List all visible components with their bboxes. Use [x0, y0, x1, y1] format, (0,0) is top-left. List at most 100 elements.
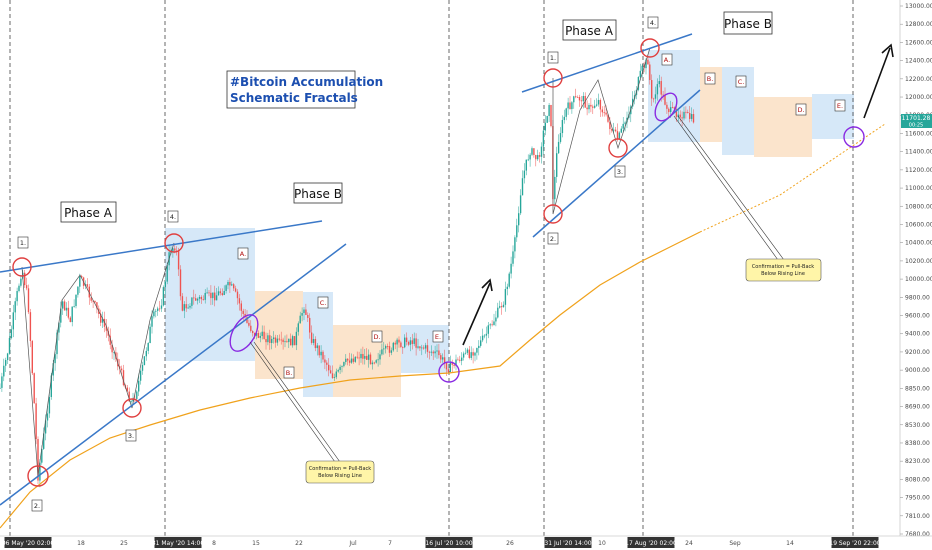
candle-body — [594, 105, 596, 108]
candle-body — [569, 102, 571, 110]
candle-body — [174, 248, 176, 251]
candle-body — [609, 121, 611, 130]
box-label-b-left: B. — [283, 366, 295, 379]
x-tick-label: 25 — [120, 540, 128, 547]
candle-body — [6, 353, 9, 361]
note-left-line2: Below Rising Line — [318, 473, 362, 479]
candle-body — [417, 346, 419, 348]
svg-text:31 Jul '20 14:00: 31 Jul '20 14:00 — [544, 540, 591, 547]
candle-body — [196, 298, 199, 301]
candle-body — [398, 339, 400, 343]
y-tick-label: 9600.00 — [905, 313, 930, 320]
candle-body — [43, 433, 45, 449]
x-tick-label: 31 Jul '20 14:00 — [544, 537, 592, 548]
candle-body — [514, 237, 516, 252]
candle-body — [675, 109, 678, 117]
candle-body — [651, 80, 653, 99]
candle-body — [39, 462, 41, 481]
candle-body — [476, 348, 478, 353]
candle-body — [508, 273, 510, 287]
candle-body — [8, 337, 11, 354]
candle-body — [130, 401, 132, 403]
y-tick-label: 11400.00 — [905, 149, 932, 156]
x-tick-label: 16 Jul '20 10:00 — [425, 537, 473, 548]
candle-body — [227, 281, 229, 286]
candle-body — [440, 355, 442, 360]
circle-point-4-right — [640, 38, 660, 58]
circle-breakout — [438, 361, 460, 383]
candle-body — [557, 141, 560, 154]
candle-body — [250, 325, 252, 332]
candle-body — [430, 351, 432, 353]
candle-body — [183, 304, 185, 311]
candle-body — [101, 318, 104, 323]
candle-body — [388, 346, 391, 353]
candle-body — [141, 365, 144, 371]
moving-average-line — [0, 231, 701, 529]
candle-body — [407, 342, 410, 345]
candle-body — [679, 114, 681, 118]
candle-body — [504, 289, 507, 305]
candle-body — [65, 307, 68, 311]
candle-body — [96, 302, 98, 309]
candle-body — [326, 362, 328, 365]
candle-body — [109, 335, 111, 345]
candle-body — [25, 285, 28, 289]
candle-body — [590, 104, 592, 107]
svg-text:Jul: Jul — [348, 540, 357, 547]
svg-text:26: 26 — [506, 540, 514, 547]
circle-point-1-right — [543, 68, 563, 88]
candle-body — [419, 346, 421, 349]
candle-body — [533, 148, 535, 155]
candle-body — [126, 387, 128, 392]
candle-body — [582, 95, 584, 102]
price-badge-box — [901, 114, 932, 128]
candle-body — [217, 291, 220, 296]
candle-body — [624, 122, 626, 124]
circle-point-3-right — [608, 138, 628, 158]
candle-body — [81, 276, 83, 278]
svg-text:2.: 2. — [34, 502, 40, 510]
candle-body — [187, 307, 189, 309]
candle-body — [157, 308, 159, 311]
candle-body — [208, 292, 210, 294]
candle-body — [364, 355, 366, 359]
candle-body — [428, 351, 431, 353]
candle-body — [295, 331, 298, 346]
box-label-c-right: C. — [735, 75, 747, 88]
y-tick-label: 11600.00 — [905, 130, 932, 137]
candle-body — [666, 104, 668, 109]
candle-body — [405, 337, 408, 343]
zigzag-left — [21, 242, 175, 477]
box-label-e-right: E. — [834, 99, 846, 112]
candle-body — [223, 290, 225, 295]
phase-b-right: Phase B — [724, 17, 772, 31]
candle-body — [687, 112, 689, 114]
candle-body — [138, 380, 140, 392]
candle-body — [143, 356, 146, 366]
candle-body — [540, 146, 543, 157]
candle-body — [662, 94, 664, 96]
note-pointer-right-b — [677, 115, 785, 261]
title-box — [226, 70, 356, 109]
candle-body — [487, 325, 489, 334]
candle-body — [41, 448, 43, 463]
candle-body — [525, 159, 527, 171]
box-label-a-left: A. — [237, 247, 249, 260]
candle-body — [50, 375, 52, 397]
candle-body — [1, 376, 3, 388]
candle-body — [459, 359, 461, 361]
circle-projection — [843, 126, 865, 148]
candle-body — [457, 359, 459, 361]
trendline-lower-left — [0, 243, 347, 506]
candle-body — [90, 297, 92, 301]
x-tick-label: 17 Aug '20 02:00 — [625, 537, 677, 548]
candle-body — [0, 387, 1, 389]
candle-body — [601, 109, 603, 113]
candle-body — [3, 365, 5, 377]
candle-body — [284, 341, 286, 343]
candle-body — [599, 99, 602, 110]
svg-text:A.: A. — [240, 250, 246, 258]
phase-a-left-box — [60, 201, 117, 223]
